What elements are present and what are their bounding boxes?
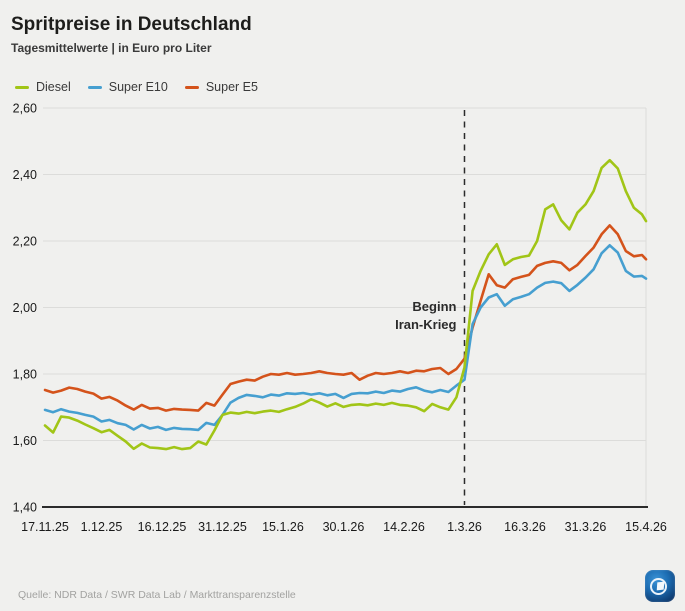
x-tick-label: 1.12.25 — [81, 520, 123, 534]
page-subtitle: Tagesmittelwerte | in Euro pro Liter — [11, 41, 212, 55]
legend-label: Super E10 — [108, 80, 168, 94]
legend-item-diesel: Diesel — [15, 80, 71, 94]
event-annotation: Iran-Krieg — [395, 317, 456, 332]
tagesschau-logo-icon — [645, 570, 675, 602]
y-tick-label: 2,00 — [13, 301, 37, 315]
legend-swatch-icon — [15, 85, 29, 89]
series-line-diesel — [43, 158, 648, 451]
series-line-super-e10 — [43, 244, 648, 432]
legend-label: Super E5 — [205, 80, 258, 94]
logo-flag-shape — [656, 581, 665, 591]
x-tick-label: 30.1.26 — [323, 520, 365, 534]
y-tick-label: 1,40 — [13, 501, 37, 515]
x-tick-label: 31.3.26 — [565, 520, 607, 534]
legend-label: Diesel — [36, 80, 71, 94]
x-tick-label: 14.2.26 — [383, 520, 425, 534]
y-tick-label: 2,40 — [13, 168, 37, 182]
legend-swatch-icon — [87, 85, 102, 89]
y-tick-label: 1,80 — [13, 368, 37, 382]
y-tick-label: 1,60 — [13, 434, 37, 448]
fuel-price-line-chart: 1,40 1,60 1,80 2,00 2,20 2,40 2,60 Beginn Iran-K… — [13, 102, 667, 535]
series-line-super-e5 — [43, 224, 648, 412]
event-annotation: Beginn — [412, 299, 456, 314]
x-tick-label: 15.4.26 — [625, 520, 667, 534]
source-credit: Quelle: NDR Data / SWR Data Lab / Marktt… — [18, 589, 296, 601]
y-tick-label: 2,60 — [13, 102, 37, 116]
legend-item-super-e5: Super E5 — [184, 80, 258, 94]
page-title: Spritpreise in Deutschland — [11, 14, 252, 35]
x-tick-label: 31.12.25 — [198, 520, 247, 534]
x-tick-label: 15.1.26 — [262, 520, 304, 534]
x-tick-label: 1.3.26 — [447, 520, 482, 534]
chart-legend: Diesel Super E10 Super E5 — [15, 80, 258, 94]
x-tick-label: 16.3.26 — [504, 520, 546, 534]
logo-globe-ring — [650, 578, 667, 595]
legend-item-super-e10: Super E10 — [87, 80, 168, 94]
x-tick-label: 17.11.25 — [21, 520, 69, 534]
x-tick-label: 16.12.25 — [138, 520, 187, 534]
y-tick-label: 2,20 — [13, 235, 37, 249]
legend-swatch-icon — [184, 85, 199, 89]
